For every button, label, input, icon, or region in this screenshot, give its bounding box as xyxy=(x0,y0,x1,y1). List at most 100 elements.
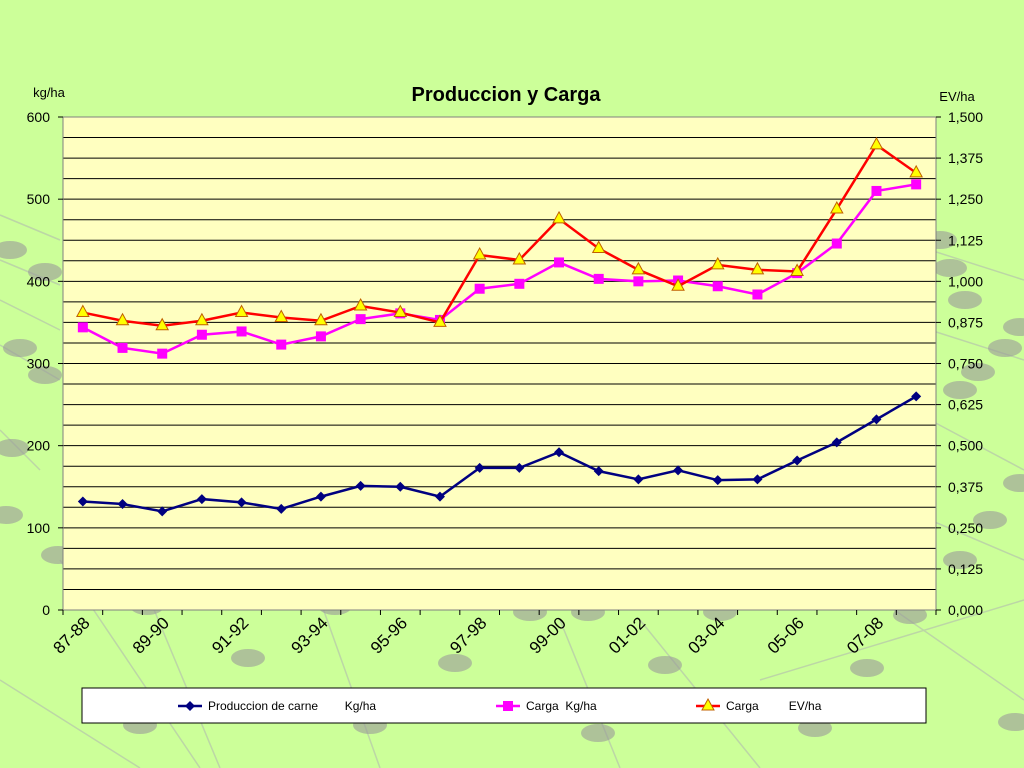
left-tick-label: 500 xyxy=(27,191,51,207)
data-point xyxy=(236,326,247,337)
left-tick-label: 0 xyxy=(42,602,50,618)
right-tick-label: 0,500 xyxy=(948,438,983,454)
data-point xyxy=(750,261,765,275)
data-point xyxy=(514,462,525,473)
data-point xyxy=(712,475,723,486)
x-tick-label: 95-96 xyxy=(367,613,411,657)
decor-line xyxy=(149,599,221,768)
data-point xyxy=(115,312,130,326)
decor-disc xyxy=(0,439,29,457)
data-point xyxy=(869,136,884,150)
decor-disc xyxy=(943,551,977,569)
decor-line xyxy=(319,599,381,768)
decor-disc xyxy=(850,659,884,677)
right-axis-unit: EV/ha xyxy=(939,89,975,104)
data-point xyxy=(909,164,924,178)
series-line xyxy=(82,395,917,513)
data-point xyxy=(395,481,406,492)
data-point xyxy=(792,455,803,466)
data-point xyxy=(633,474,644,485)
left-axis-unit: kg/ha xyxy=(33,85,66,100)
decor-disc xyxy=(943,381,977,399)
decor-disc xyxy=(988,339,1022,357)
data-point xyxy=(591,240,606,253)
data-point xyxy=(314,312,328,326)
legend-label: Carga Kg/ha xyxy=(526,699,597,713)
data-point xyxy=(710,256,725,270)
data-point xyxy=(512,251,527,265)
x-tick-label: 87-88 xyxy=(49,613,93,657)
data-point xyxy=(276,339,287,350)
x-tick-label: 05-06 xyxy=(764,613,808,657)
data-point xyxy=(503,701,513,711)
data-point xyxy=(514,278,525,289)
decor-disc xyxy=(438,654,472,672)
data-point xyxy=(315,491,326,502)
data-point xyxy=(633,276,644,287)
data-point xyxy=(234,304,249,318)
data-point xyxy=(831,437,842,448)
decor-line xyxy=(759,599,1024,681)
data-point xyxy=(829,200,844,214)
data-point xyxy=(353,297,368,311)
data-point xyxy=(631,261,646,275)
decor-disc xyxy=(0,241,27,259)
data-point xyxy=(195,312,209,326)
decor-line xyxy=(0,679,141,768)
series-line xyxy=(82,143,917,327)
right-tick-label: 1,000 xyxy=(948,273,983,289)
data-point xyxy=(196,494,207,505)
series-line xyxy=(82,183,917,355)
data-point xyxy=(355,480,366,491)
left-tick-label: 600 xyxy=(27,109,51,125)
right-tick-label: 1,125 xyxy=(948,232,983,248)
x-tick-label: 07-08 xyxy=(843,613,887,657)
series-1 xyxy=(77,391,922,517)
data-point xyxy=(554,257,565,268)
data-point xyxy=(117,342,128,353)
x-tick-label: 93-94 xyxy=(288,613,332,657)
data-point xyxy=(236,497,247,508)
data-point xyxy=(593,273,604,284)
data-point xyxy=(472,246,487,260)
decor-disc xyxy=(961,363,995,381)
decor-disc xyxy=(648,656,682,674)
decor-disc xyxy=(231,649,265,667)
data-point xyxy=(790,263,804,276)
data-point xyxy=(77,322,88,333)
data-point xyxy=(673,465,684,476)
left-tick-label: 100 xyxy=(27,520,51,536)
left-tick-label: 200 xyxy=(27,438,51,454)
data-point xyxy=(593,466,604,477)
decor-disc xyxy=(973,511,1007,529)
decor-disc xyxy=(581,724,615,742)
data-point xyxy=(75,304,90,318)
right-tick-label: 0,125 xyxy=(948,561,983,577)
data-point xyxy=(157,506,168,517)
x-tick-label: 99-00 xyxy=(526,613,570,657)
decor-line xyxy=(0,299,61,331)
decor-disc xyxy=(948,291,982,309)
decor-disc xyxy=(28,366,62,384)
data-point xyxy=(911,179,922,190)
data-point xyxy=(752,289,763,300)
right-tick-label: 0,875 xyxy=(948,314,983,330)
x-tick-label: 97-98 xyxy=(446,613,490,657)
data-point xyxy=(355,314,366,325)
right-tick-label: 1,500 xyxy=(948,109,983,125)
right-tick-label: 1,375 xyxy=(948,150,983,166)
right-tick-label: 1,250 xyxy=(948,191,983,207)
decor-disc xyxy=(1003,318,1024,336)
data-point xyxy=(274,309,289,322)
data-point xyxy=(196,329,207,340)
data-point xyxy=(671,278,685,291)
data-point xyxy=(433,314,447,327)
decor-line xyxy=(929,519,1024,561)
decor-disc xyxy=(0,506,23,524)
data-point xyxy=(315,331,326,342)
decor-line xyxy=(929,419,1024,471)
data-point xyxy=(712,281,723,292)
data-point xyxy=(77,496,88,507)
left-tick-label: 400 xyxy=(27,273,51,289)
